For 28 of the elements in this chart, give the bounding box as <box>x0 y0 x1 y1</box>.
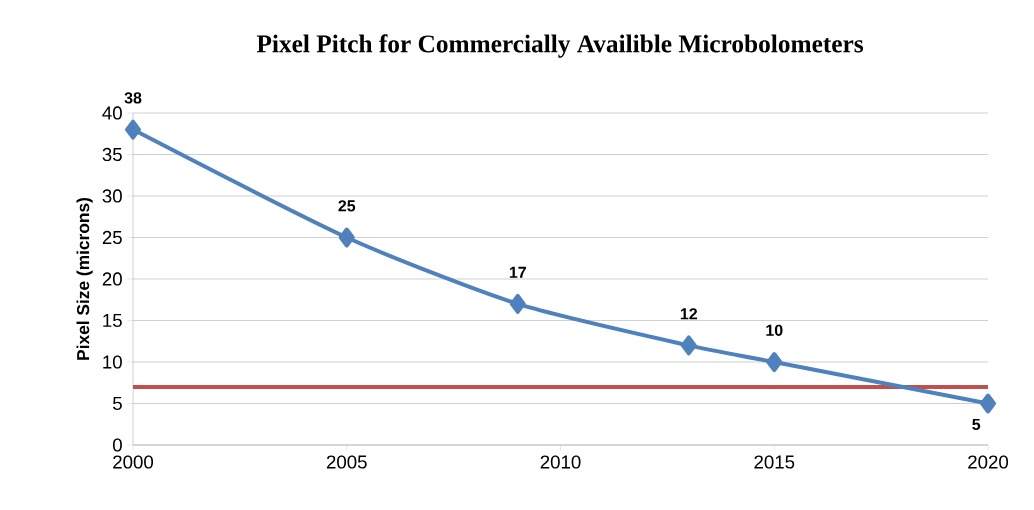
y-axis-title: Pixel Size (microns) <box>76 197 93 360</box>
y-tick-label: 40 <box>102 106 122 120</box>
chart-title: Pixel Pitch for Commercially Availible Microbolometers <box>256 34 864 58</box>
y-tick-label: 0 <box>112 438 122 452</box>
y-tick-label: 5 <box>112 396 122 411</box>
point <box>766 352 783 372</box>
data-label: 25 <box>338 200 356 212</box>
data-label: 38 <box>124 92 142 104</box>
data-label: 12 <box>680 308 698 320</box>
point <box>980 393 997 414</box>
x-tick-label: 2005 <box>326 455 367 469</box>
data-label: 17 <box>509 266 526 278</box>
x-tick-label: 2000 <box>113 455 154 469</box>
data-label: 5 <box>972 418 981 431</box>
y-tick-label: 30 <box>102 189 122 203</box>
y-tick-label: 35 <box>102 147 122 162</box>
y-tick-label: 10 <box>103 355 122 369</box>
x-tick-label: 2015 <box>754 455 795 469</box>
x-tick-label: 2010 <box>540 455 581 469</box>
point <box>125 119 141 140</box>
data-label: 10 <box>766 324 783 336</box>
point <box>338 227 355 248</box>
point <box>509 293 526 314</box>
y-tick-label: 25 <box>102 230 122 245</box>
y-tick-label: 15 <box>103 313 122 328</box>
x-tick-label: 2020 <box>968 455 1009 469</box>
point <box>680 335 697 356</box>
y-tick-label: 20 <box>102 272 122 286</box>
